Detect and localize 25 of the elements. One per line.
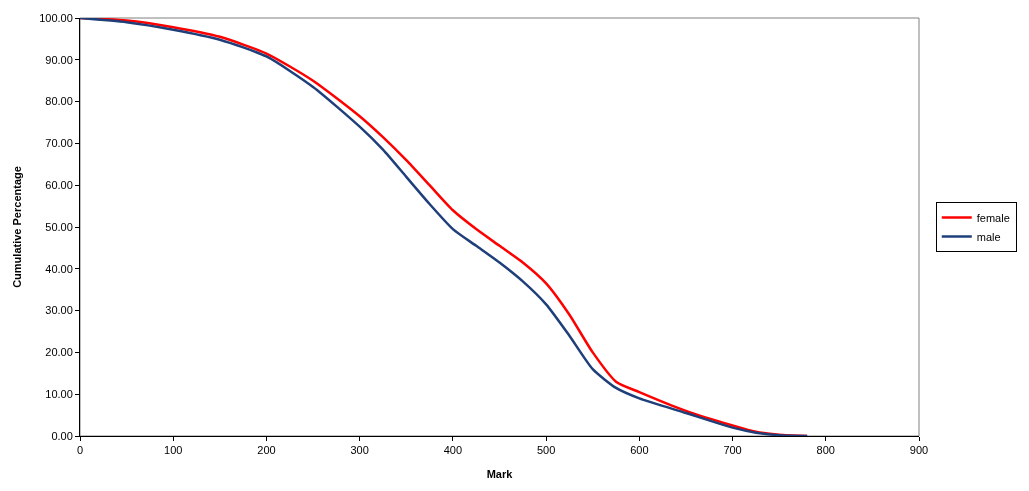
y-tick-label: 90.00 — [45, 53, 73, 66]
legend-label: male — [976, 230, 1001, 243]
x-tick-label: 800 — [816, 444, 835, 457]
y-tick-label: 20.00 — [45, 346, 73, 359]
y-tick-label: 0.00 — [51, 429, 73, 442]
x-tick-label: 400 — [443, 444, 463, 457]
x-tick-label: 700 — [723, 444, 742, 457]
x-axis-title: Mark — [486, 468, 514, 481]
y-tick-label: 70.00 — [45, 137, 73, 150]
x-tick-label: 500 — [536, 444, 556, 457]
x-tick-label: 600 — [630, 444, 649, 457]
y-axis-title: Cumulative Percentage — [10, 166, 23, 288]
x-tick-label: 200 — [257, 444, 276, 457]
x-tick-label: 0 — [76, 444, 84, 457]
x-tick-label: 300 — [350, 444, 369, 457]
y-tick-label: 40.00 — [45, 262, 73, 275]
y-tick-label: 10.00 — [45, 388, 73, 401]
y-tick-label: 30.00 — [45, 304, 73, 317]
y-tick-label: 50.00 — [45, 220, 73, 233]
y-tick-label: 80.00 — [45, 95, 73, 108]
y-tick-label: 100.00 — [39, 11, 73, 24]
legend-label: female — [976, 211, 1010, 224]
x-tick-label: 100 — [164, 444, 183, 457]
x-tick-label: 900 — [909, 444, 929, 457]
y-tick-label: 60.00 — [45, 179, 73, 192]
